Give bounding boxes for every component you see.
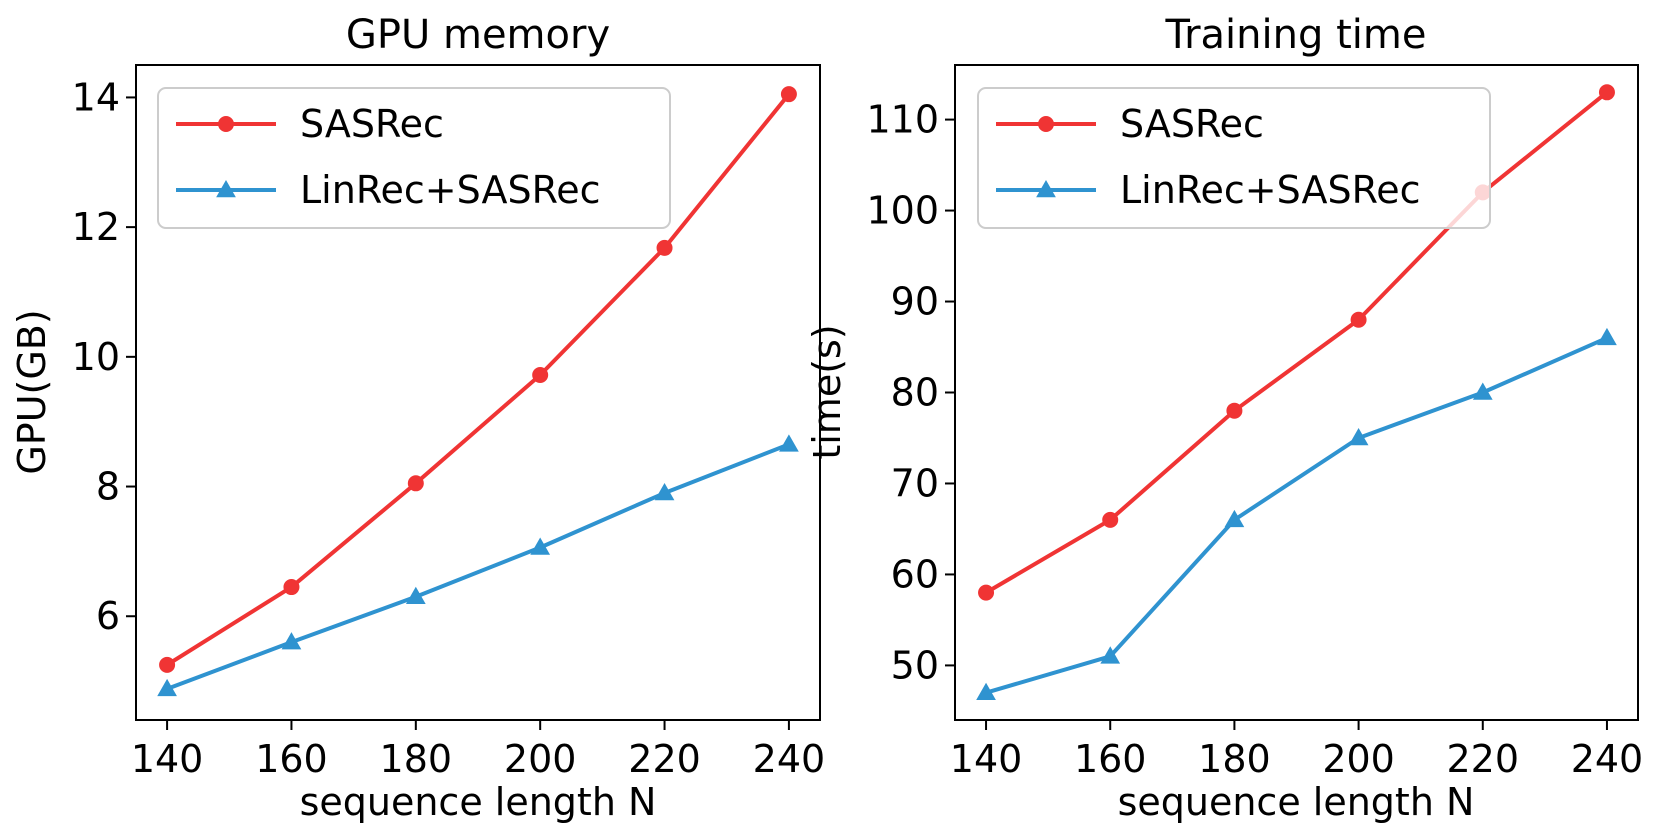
legend-entry-label: LinRec+SASRec: [300, 168, 601, 212]
data-point: [1224, 509, 1245, 528]
legend-entry-label: LinRec+SASRec: [1120, 168, 1421, 212]
legend-entry-label: SASRec: [1120, 102, 1264, 146]
x-axis-label: sequence length N: [300, 780, 657, 824]
data-point: [1472, 382, 1493, 400]
data-point: [407, 475, 424, 492]
data-point: [532, 366, 549, 383]
y-tick-label: 14: [72, 75, 120, 119]
x-tick-label: 160: [1074, 737, 1147, 781]
data-point: [1226, 402, 1243, 419]
legend: SASRec LinRec+SASRec: [157, 87, 671, 229]
data-point: [530, 537, 551, 555]
data-point: [1100, 646, 1121, 664]
gpu-memory-panel: GPU memory 140 160 180 200 220 240 6 8 10 12 14 se…: [10, 12, 825, 824]
y-tick-label: 70: [891, 461, 939, 505]
chart-title: GPU memory: [346, 12, 610, 58]
legend-entry-label: SASRec: [300, 102, 444, 146]
data-point: [1348, 427, 1369, 446]
x-tick-label: 220: [1447, 737, 1520, 781]
training-time-panel: Training time 140 160 180 200 220 240 50 60 70 80…: [805, 12, 1643, 824]
plot-area: 140 160 180 200 220 240 6 8 10 12 14: [72, 64, 826, 781]
y-tick-label: 50: [891, 643, 939, 687]
y-axis-label: time(s): [805, 324, 849, 459]
y-tick-label: 10: [72, 335, 120, 379]
data-point: [159, 656, 176, 673]
y-axis-label: GPU(GB): [10, 309, 54, 474]
data-point: [281, 632, 302, 650]
legend-marker: [1038, 116, 1054, 132]
y-tick-label: 6: [96, 594, 120, 638]
x-tick-label: 240: [1571, 737, 1644, 781]
x-tick-label: 200: [1322, 737, 1395, 781]
x-tick-label: 160: [255, 737, 328, 781]
legend-marker: [216, 179, 236, 198]
data-point: [157, 678, 177, 697]
series-line-linrec-sasrec: [985, 336, 1608, 695]
x-tick-label: 140: [950, 737, 1023, 781]
x-tick-label: 140: [131, 737, 204, 781]
legend-box: [977, 87, 1491, 229]
data-point: [1597, 327, 1617, 346]
data-point: [1102, 511, 1119, 528]
data-point: [654, 483, 675, 501]
legend-marker: [1036, 179, 1056, 198]
data-point: [780, 86, 797, 103]
data-point: [976, 682, 996, 700]
data-point: [656, 239, 673, 256]
data-point: [1350, 311, 1367, 328]
series-line-sasrec: [166, 92, 791, 667]
legend-box: [157, 87, 671, 229]
x-axis-label: sequence length N: [1118, 780, 1475, 824]
data-point: [779, 434, 799, 452]
x-tick-label: 200: [504, 737, 577, 781]
data-point: [283, 579, 300, 596]
data-point: [1598, 84, 1615, 101]
y-tick-label: 80: [891, 371, 939, 415]
x-tick-label: 220: [628, 737, 701, 781]
legend: SASRec LinRec+SASRec: [977, 87, 1491, 229]
x-tick-label: 240: [753, 737, 826, 781]
y-tick-label: 110: [866, 98, 939, 142]
data-point: [978, 584, 995, 601]
x-tick-label: 180: [380, 737, 453, 781]
y-tick-label: 8: [96, 465, 120, 509]
y-tick-label: 100: [866, 189, 939, 233]
legend-marker: [218, 116, 234, 132]
axes-frame: [135, 64, 821, 721]
plot-area: 140 160 180 200 220 240 50 60 70 80 90 100 110: [866, 64, 1644, 781]
y-tick-label: 12: [72, 205, 120, 249]
series-line-sasrec: [985, 90, 1609, 595]
y-tick-label: 90: [891, 280, 939, 324]
y-tick-label: 60: [891, 552, 939, 596]
x-tick-label: 180: [1198, 737, 1271, 781]
chart-title: Training time: [1165, 12, 1427, 58]
data-point: [405, 586, 426, 605]
series-line-linrec-sasrec: [166, 442, 790, 691]
